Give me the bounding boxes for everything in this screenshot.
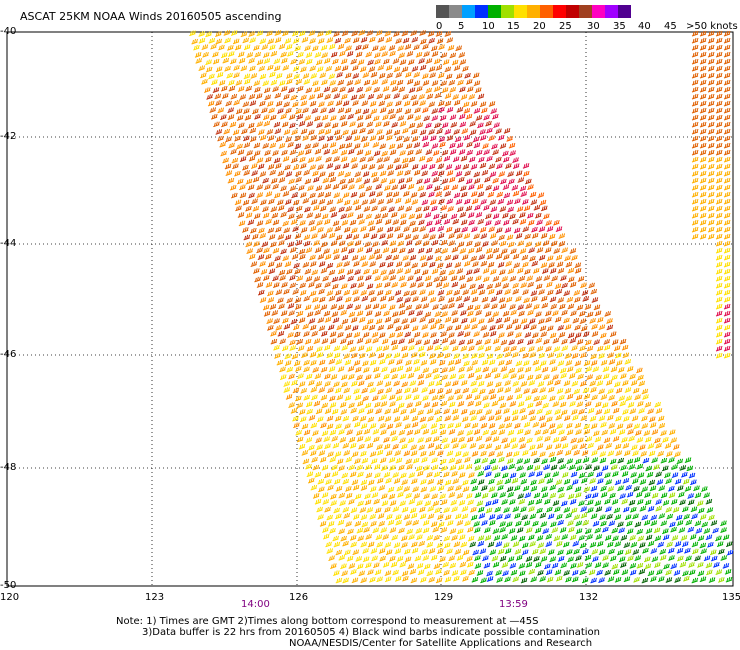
legend-label: 40 bbox=[638, 21, 651, 32]
lon-label-123: 123 bbox=[145, 592, 165, 603]
legend-label: 30 bbox=[587, 21, 600, 32]
legend-swatch bbox=[605, 5, 618, 18]
legend-swatch bbox=[449, 5, 462, 18]
lon-label-135: 135 bbox=[722, 592, 740, 603]
note-line-2: 3)Data buffer is 22 hrs from 20160505 4)… bbox=[142, 627, 600, 638]
legend-swatch bbox=[514, 5, 527, 18]
legend-label: 45 bbox=[664, 21, 677, 32]
wind-barbs-edge-swath bbox=[691, 30, 731, 359]
legend-swatch bbox=[488, 5, 501, 18]
legend-swatch bbox=[436, 5, 449, 18]
legend-label: 35 bbox=[613, 21, 626, 32]
legend-label: 15 bbox=[507, 21, 520, 32]
legend-swatch bbox=[579, 5, 592, 18]
legend-swatch bbox=[618, 5, 631, 18]
legend-swatch bbox=[540, 5, 553, 18]
legend-label: 5 bbox=[458, 21, 465, 32]
legend-swatch bbox=[553, 5, 566, 18]
legend-swatch bbox=[462, 5, 475, 18]
note-line-1: Note: 1) Times are GMT 2)Times along bot… bbox=[116, 616, 539, 627]
lat-label-50: -50 bbox=[0, 580, 17, 591]
lon-label-132: 132 bbox=[579, 592, 599, 603]
note-line-3: NOAA/NESDIS/Center for Satellite Applica… bbox=[289, 638, 593, 649]
lat-label-48: -48 bbox=[0, 462, 17, 473]
legend-label: 10 bbox=[482, 21, 495, 32]
legend-swatch bbox=[501, 5, 514, 18]
legend-swatch bbox=[566, 5, 579, 18]
legend-swatch bbox=[592, 5, 605, 18]
lon-label-120: 120 bbox=[0, 592, 20, 603]
legend-label: 25 bbox=[559, 21, 572, 32]
lat-label-46: -46 bbox=[0, 349, 17, 360]
lat-label-44: -44 bbox=[0, 238, 17, 249]
legend-label: 0 bbox=[436, 21, 443, 32]
chart-title: ASCAT 25KM NOAA Winds 20160505 ascending bbox=[20, 10, 282, 23]
pass-time-right: 13:59 bbox=[499, 599, 528, 610]
lon-label-126: 126 bbox=[289, 592, 309, 603]
lat-label-40: -40 bbox=[0, 26, 17, 37]
legend-swatch bbox=[475, 5, 488, 18]
legend-swatch bbox=[527, 5, 540, 18]
legend-label: >50 knots bbox=[686, 21, 738, 32]
lat-label-42: -42 bbox=[0, 131, 17, 142]
wind-barbs-main-swath bbox=[189, 30, 734, 584]
pass-time-left: 14:00 bbox=[241, 599, 270, 610]
legend-label: 20 bbox=[533, 21, 546, 32]
lon-label-129: 129 bbox=[434, 592, 454, 603]
